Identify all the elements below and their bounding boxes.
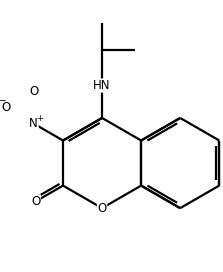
Text: O: O [1, 101, 10, 114]
Text: N: N [29, 117, 38, 130]
Text: O: O [29, 85, 38, 98]
Text: HN: HN [93, 79, 111, 92]
Text: +: + [36, 114, 43, 123]
Text: O: O [97, 202, 107, 215]
Text: O: O [31, 195, 40, 208]
Text: −: − [0, 96, 6, 106]
